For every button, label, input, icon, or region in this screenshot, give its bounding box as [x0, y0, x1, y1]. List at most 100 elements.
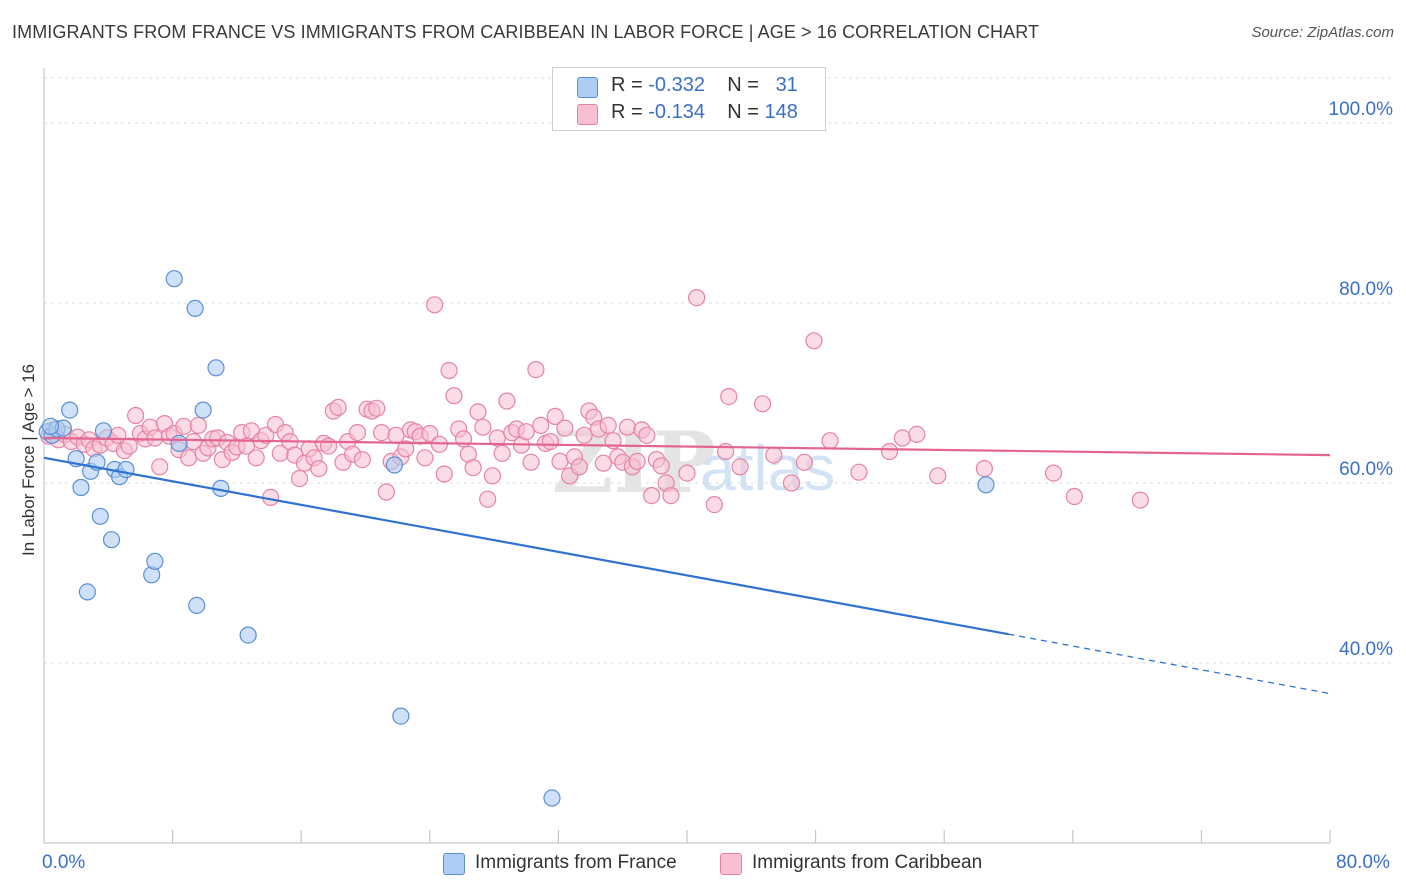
- caribbean-point: [440, 361, 458, 380]
- caribbean-point: [397, 440, 415, 458]
- caribbean-point: [310, 460, 328, 478]
- france-point: [239, 626, 257, 644]
- france-point: [94, 422, 113, 440]
- legend-caribbean-r-label: R =: [611, 101, 643, 123]
- caribbean-point: [893, 429, 912, 447]
- france-point: [61, 401, 79, 419]
- legend-caribbean-n-value: 148: [764, 101, 798, 123]
- caribbean-point: [416, 449, 434, 467]
- caribbean-points: [40, 289, 1149, 514]
- y-tick-labels: 40.0% 60.0% 80.0% 100.0%: [1329, 99, 1394, 660]
- caribbean-point: [782, 474, 801, 492]
- legend-france-n-label: N =: [727, 74, 759, 96]
- france-point: [385, 456, 404, 474]
- france-point: [977, 476, 995, 494]
- france-point: [188, 596, 206, 615]
- x-axis-min-label: 0.0%: [42, 852, 86, 873]
- caribbean-point: [705, 496, 723, 514]
- grid-lines: [44, 77, 1392, 664]
- caribbean-point: [532, 416, 550, 434]
- caribbean-point: [498, 392, 516, 410]
- caribbean-point: [594, 454, 613, 472]
- chart-title: IMMIGRANTS FROM FRANCE VS IMMIGRANTS FRO…: [12, 22, 1040, 42]
- y-tick-label: 80.0%: [1339, 279, 1393, 300]
- caribbean-point: [678, 464, 696, 482]
- legend-france-r-label: R =: [611, 74, 643, 96]
- caribbean-point: [805, 332, 823, 350]
- caribbean-point: [474, 418, 492, 436]
- caribbean-legend-label: Immigrants from Caribbean: [752, 852, 983, 873]
- caribbean-point: [290, 469, 309, 488]
- caribbean-point: [908, 425, 926, 443]
- caribbean-point: [541, 433, 559, 451]
- caribbean-point: [517, 423, 535, 441]
- caribbean-point: [464, 459, 482, 477]
- caribbean-point: [618, 418, 637, 436]
- caribbean-point: [469, 403, 487, 421]
- france-point: [392, 707, 410, 725]
- caribbean-point: [189, 416, 207, 434]
- france-points: [38, 270, 995, 807]
- caribbean-point: [720, 388, 738, 406]
- caribbean-point: [638, 426, 656, 444]
- caribbean-swatch: [577, 104, 598, 125]
- caribbean-point: [628, 452, 646, 470]
- watermark-atlas: atlas: [700, 432, 835, 504]
- caribbean-point: [688, 289, 706, 307]
- caribbean-point: [493, 444, 511, 462]
- caribbean-point: [662, 487, 680, 505]
- caribbean-point: [575, 426, 593, 444]
- france-point: [543, 789, 561, 807]
- axes: In Labor Force | Age > 16: [19, 68, 1331, 844]
- caribbean-point: [731, 458, 749, 476]
- caribbean-point: [795, 453, 813, 471]
- france-swatch: [577, 77, 598, 98]
- caribbean-point: [929, 467, 947, 485]
- caribbean-point: [1131, 491, 1149, 509]
- caribbean-point: [765, 446, 783, 464]
- caribbean-point: [527, 361, 545, 379]
- correlation-legend: R = -0.332 N = 31 R = -0.134 N = 148: [552, 67, 826, 131]
- france-point: [117, 460, 135, 479]
- legend-france-r-value: -0.332: [648, 74, 705, 96]
- france-point: [146, 552, 164, 570]
- france-legend-swatch: [443, 853, 465, 875]
- caribbean-point: [247, 449, 265, 467]
- caribbean-point: [599, 416, 617, 434]
- caribbean-point: [556, 419, 574, 437]
- source-credit: Source: ZipAtlas.com: [1251, 24, 1394, 41]
- y-axis-title: In Labor Force | Age > 16: [19, 364, 38, 556]
- caribbean-point: [483, 467, 502, 485]
- caribbean-point: [522, 453, 540, 471]
- caribbean-point: [377, 483, 395, 501]
- caribbean-point: [753, 395, 772, 413]
- caribbean-point: [151, 458, 169, 476]
- france-trend-line: [43, 456, 1009, 636]
- caribbean-point: [368, 399, 386, 417]
- france-point: [91, 507, 109, 525]
- caribbean-point: [479, 490, 497, 508]
- caribbean-point: [329, 398, 347, 416]
- france-point: [78, 583, 97, 601]
- france-point: [102, 531, 121, 549]
- x-axis-max-label: 80.0%: [1336, 852, 1390, 873]
- caribbean-point: [426, 296, 444, 314]
- caribbean-point: [348, 424, 367, 442]
- caribbean-point: [372, 424, 391, 442]
- caribbean-point: [975, 460, 993, 478]
- legend-caribbean-r-value: -0.134: [648, 101, 705, 123]
- france-legend-label: Immigrants from France: [475, 852, 677, 873]
- caribbean-point: [387, 426, 405, 444]
- caribbean-point: [257, 426, 275, 444]
- caribbean-point: [445, 387, 463, 405]
- caribbean-point: [353, 451, 371, 469]
- caribbean-point: [319, 437, 338, 455]
- caribbean-point: [1044, 464, 1063, 482]
- caribbean-point: [175, 417, 193, 435]
- caribbean-legend-swatch: [720, 853, 742, 875]
- france-point: [194, 401, 212, 419]
- caribbean-point: [643, 487, 661, 505]
- caribbean-point: [127, 406, 145, 425]
- caribbean-point: [570, 458, 588, 476]
- caribbean-trend-line: [43, 436, 1331, 457]
